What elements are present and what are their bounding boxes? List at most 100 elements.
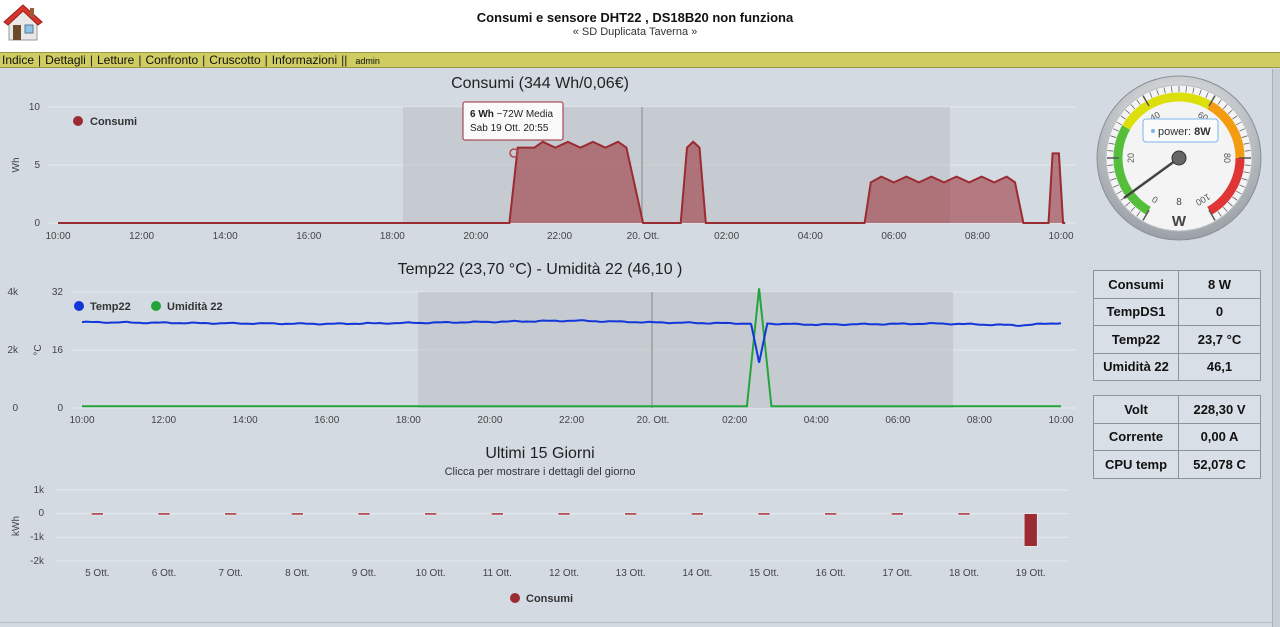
nav-item-confronto[interactable]: Confronto [145, 53, 199, 67]
days-legend-marker [510, 593, 520, 603]
gauge-tick [1192, 87, 1195, 94]
nav-item-dettagli[interactable]: Dettagli [45, 53, 86, 67]
days-xtick: 14 Ott. [682, 568, 712, 579]
gauge-needle [1123, 156, 1180, 199]
days-xtick: 16 Ott. [816, 568, 846, 579]
temp-legend-marker [74, 301, 84, 311]
gauge-tick [1232, 196, 1238, 201]
consumi-tooltip: 6 Wh ~72W Media Sab 19 Ott. 20:55 [462, 101, 564, 141]
gauge-tick [1239, 184, 1245, 188]
day-bar [224, 512, 237, 516]
nav-item-informazioni[interactable]: Informazioni [271, 53, 338, 67]
sensor-table: Consumi 8 W TempDS1 0 Temp22 23,7 °C Umidit… [1093, 270, 1261, 381]
umidita-ytick: 2k [7, 345, 19, 356]
gauge-tooltip-value: 8W [1194, 126, 1211, 138]
gauge-tick [1199, 89, 1202, 96]
gauge-tick [1217, 211, 1222, 217]
gauge-tick [1116, 121, 1123, 126]
gauge-tick [1110, 178, 1117, 181]
temp-chart-title: Temp22 (23,70 °C) - Umidità 22 (46,10 ) [398, 261, 683, 278]
nav-item-cruscotto[interactable]: Cruscotto [209, 53, 261, 67]
nav-user-admin[interactable]: admin [355, 56, 380, 66]
temp-series-line[interactable] [81, 319, 1062, 363]
consumi-legend-label[interactable]: Consumi [90, 116, 137, 128]
consumi-xtick: 08:00 [965, 231, 990, 242]
temp-xtick: 02:00 [722, 415, 747, 426]
gauge-tick [1108, 171, 1115, 174]
gauge-tick [1205, 92, 1209, 98]
umidita-ytick: 4k [7, 287, 19, 298]
days-chart-ytick: 1k [33, 485, 45, 496]
temp-xtick: 06:00 [885, 415, 910, 426]
consumi-chart-title: Consumi (344 Wh/0,06€) [451, 75, 629, 92]
consumi-xtick: 22:00 [547, 231, 572, 242]
nav-item-indice[interactable]: Indice [2, 53, 35, 67]
gauge-tooltip-label: power: [1158, 126, 1191, 138]
table-key: Volt [1093, 395, 1179, 424]
main-area: Consumi (344 Wh/0,06€) 0 5 10 Wh 10:00 12… [0, 69, 1280, 627]
day-bar [357, 512, 371, 516]
nav-separator: | [202, 53, 206, 67]
consumi-xtick: 18:00 [380, 231, 405, 242]
consumi-series-line[interactable] [58, 140, 1066, 224]
consumi-chart-ytick: 10 [29, 102, 41, 113]
gauge-tick [1244, 164, 1251, 166]
tooltip-note: ~72W Media [497, 109, 554, 120]
gauge-tick [1142, 95, 1150, 107]
consumi-xtick: 14:00 [213, 231, 238, 242]
days-xtick: 13 Ott. [616, 568, 646, 579]
nav-separator: | [38, 53, 42, 67]
table-row: Consumi 8 W [1093, 270, 1261, 299]
days-xtick: 11 Ott. [483, 568, 512, 579]
gauge-tick [1130, 206, 1136, 212]
temp-ytick: 0 [57, 403, 63, 414]
temp-xtick: 08:00 [967, 415, 992, 426]
temp-chart-x-axis: 10:00 12:00 14:00 16:00 18:00 20:00 22:00 20. O… [69, 415, 1073, 426]
consumi-chart-y-axis: 0 5 10 [29, 102, 41, 229]
umidita-series-line[interactable] [82, 288, 1061, 408]
day-bar [91, 512, 104, 516]
days-xtick: 19 Ott. [1016, 568, 1046, 579]
days-xtick: 6 Ott. [152, 568, 176, 579]
temp-xtick: 20:00 [477, 415, 502, 426]
gauge-tick [1107, 150, 1114, 152]
gauge-tick [1232, 115, 1238, 120]
svg-text:power: 8W: power: 8W [1158, 126, 1211, 138]
umidita-legend-label[interactable]: Umidità 22 [167, 301, 223, 313]
consumi-xtick: 04:00 [798, 231, 823, 242]
table-row: Corrente 0,00 A [1093, 422, 1261, 451]
header: Consumi e sensore DHT22 , DS18B20 non fu… [0, 0, 1280, 52]
gauge-band [1113, 125, 1151, 215]
gauge-tick [1235, 190, 1242, 195]
consumi-xtick: 06:00 [881, 231, 906, 242]
days-chart-subtitle: Clicca per mostrare i dettagli del giorn… [445, 466, 636, 478]
days-chart-title: Ultimi 15 Giorni [485, 445, 594, 462]
nav-item-letture[interactable]: Letture [96, 53, 135, 67]
home-icon[interactable] [3, 3, 43, 43]
consumi-xtick: 10:00 [1048, 231, 1073, 242]
table-key: CPU temp [1093, 450, 1179, 479]
consumi-xtick: 20. Ott. [627, 231, 660, 242]
gauge-tick [1227, 201, 1233, 207]
consumi-xtick: 02:00 [714, 231, 739, 242]
table-key: Temp22 [1093, 325, 1179, 354]
nav-trail: || [341, 53, 348, 67]
temp-chart: Temp22 (23,70 °C) - Umidità 22 (46,10 ) … [7, 261, 1076, 426]
gauge-tick [1217, 99, 1222, 105]
temp-legend-label[interactable]: Temp22 [90, 301, 131, 313]
gauge-tick [1142, 209, 1150, 221]
gauge-ticks [1107, 86, 1251, 221]
gauge-tick-label: 0 [1150, 194, 1159, 205]
gauge-tick [1171, 86, 1173, 93]
days-chart-grid [55, 489, 1068, 562]
nav-bar: Indice | Dettagli | Letture | Confronto | Crusco… [0, 52, 1280, 68]
svg-text:6 Wh ~72W Media: 6 Wh ~72W Media [470, 109, 554, 120]
days-xtick: 9 Ott. [352, 568, 376, 579]
temp-xtick: 14:00 [233, 415, 258, 426]
days-legend-label[interactable]: Consumi [526, 593, 573, 605]
day-bar [157, 512, 171, 516]
day-bar [557, 512, 571, 516]
gauge-tick [1222, 206, 1228, 212]
day-bar [1023, 513, 1038, 547]
